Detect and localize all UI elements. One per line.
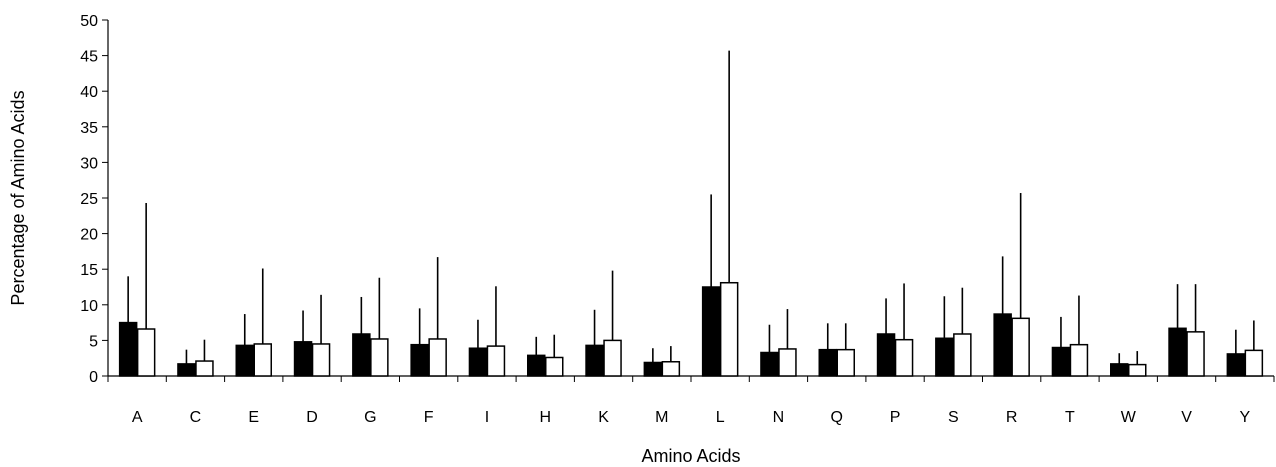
- x-tick-label: M: [655, 409, 668, 426]
- x-tick-label: F: [424, 409, 434, 426]
- y-tick-label: 10: [80, 298, 98, 315]
- bar-M-series-2: [661, 361, 681, 377]
- x-tick-label: P: [890, 409, 901, 426]
- x-axis-title: Amino Acids: [641, 446, 740, 466]
- bar-T-series-1: [1051, 346, 1071, 377]
- bar-G-series-2: [370, 338, 389, 377]
- bar-G-series-1: [352, 333, 371, 377]
- bar-V-series-1: [1168, 327, 1187, 377]
- bar-T-series-2: [1069, 343, 1089, 377]
- x-tick-label: A: [132, 409, 143, 426]
- x-tick-label: D: [306, 409, 318, 426]
- x-tick-label: G: [364, 409, 376, 426]
- bar-Q-series-1: [818, 348, 837, 377]
- x-tick-label: V: [1181, 409, 1192, 426]
- y-axis: 0 5 10 15 20 25 30 35 40 45 50: [80, 13, 109, 386]
- x-tick-label: I: [485, 409, 489, 426]
- bar-M-series-1: [643, 361, 663, 377]
- bars: [118, 281, 1264, 377]
- bar-R-series-1: [993, 313, 1012, 377]
- y-tick-label: 20: [80, 227, 98, 244]
- y-tick-label: 50: [80, 13, 98, 30]
- bar-I-series-1: [468, 347, 488, 377]
- bar-S-series-1: [935, 337, 954, 377]
- bar-P-series-2: [894, 338, 914, 377]
- x-tick-label: K: [598, 409, 609, 426]
- y-tick-label: 35: [80, 120, 98, 137]
- bar-K-series-1: [585, 344, 604, 377]
- bar-F-series-2: [428, 338, 447, 377]
- x-tick-label: R: [1006, 409, 1018, 426]
- bar-V-series-2: [1186, 331, 1205, 377]
- y-axis-title: Percentage of Amino Acids: [8, 90, 28, 305]
- bar-P-series-1: [876, 333, 896, 377]
- bar-Y-series-2: [1244, 349, 1264, 377]
- y-tick-label: 0: [89, 369, 98, 386]
- bar-K-series-2: [603, 339, 622, 377]
- bar-D-series-2: [311, 343, 331, 377]
- x-tick-label: C: [190, 409, 202, 426]
- bar-D-series-1: [293, 341, 313, 377]
- x-tick-label: H: [539, 409, 551, 426]
- bar-E-series-2: [253, 343, 272, 377]
- bar-N-series-2: [778, 348, 797, 377]
- bar-S-series-2: [953, 333, 972, 377]
- y-tick-label: 40: [80, 84, 98, 101]
- x-tick-label: N: [773, 409, 785, 426]
- y-tick-label: 30: [80, 155, 98, 172]
- y-tick-label: 45: [80, 49, 98, 66]
- bar-Y-series-1: [1226, 353, 1246, 377]
- bar-F-series-1: [410, 343, 429, 377]
- x-tick-label: L: [716, 409, 725, 426]
- bar-A-series-2: [136, 328, 156, 377]
- bar-L-series-1: [701, 286, 721, 377]
- bar-C-series-1: [177, 363, 196, 377]
- x-tick-label: S: [948, 409, 959, 426]
- bar-W-series-2: [1128, 363, 1147, 377]
- bar-C-series-2: [195, 360, 214, 377]
- bar-Q-series-2: [836, 348, 855, 377]
- bar-I-series-2: [486, 345, 506, 377]
- y-tick-label: 5: [89, 333, 98, 350]
- y-tick-label: 25: [80, 191, 98, 208]
- x-tick-label: Q: [831, 409, 843, 426]
- x-tick-label: W: [1121, 409, 1137, 426]
- x-tick-label: E: [248, 409, 259, 426]
- bar-H-series-1: [527, 354, 546, 377]
- bar-N-series-1: [760, 351, 779, 377]
- x-tick-label: Y: [1240, 409, 1251, 426]
- bar-L-series-2: [719, 281, 739, 377]
- bar-E-series-1: [235, 344, 254, 377]
- y-tick-label: 15: [80, 262, 98, 279]
- bar-A-series-1: [118, 321, 138, 377]
- x-tick-label: T: [1065, 409, 1075, 426]
- bar-H-series-2: [545, 356, 564, 377]
- error-bars: [127, 50, 1255, 365]
- bar-R-series-2: [1011, 317, 1030, 377]
- bar-W-series-1: [1110, 363, 1129, 377]
